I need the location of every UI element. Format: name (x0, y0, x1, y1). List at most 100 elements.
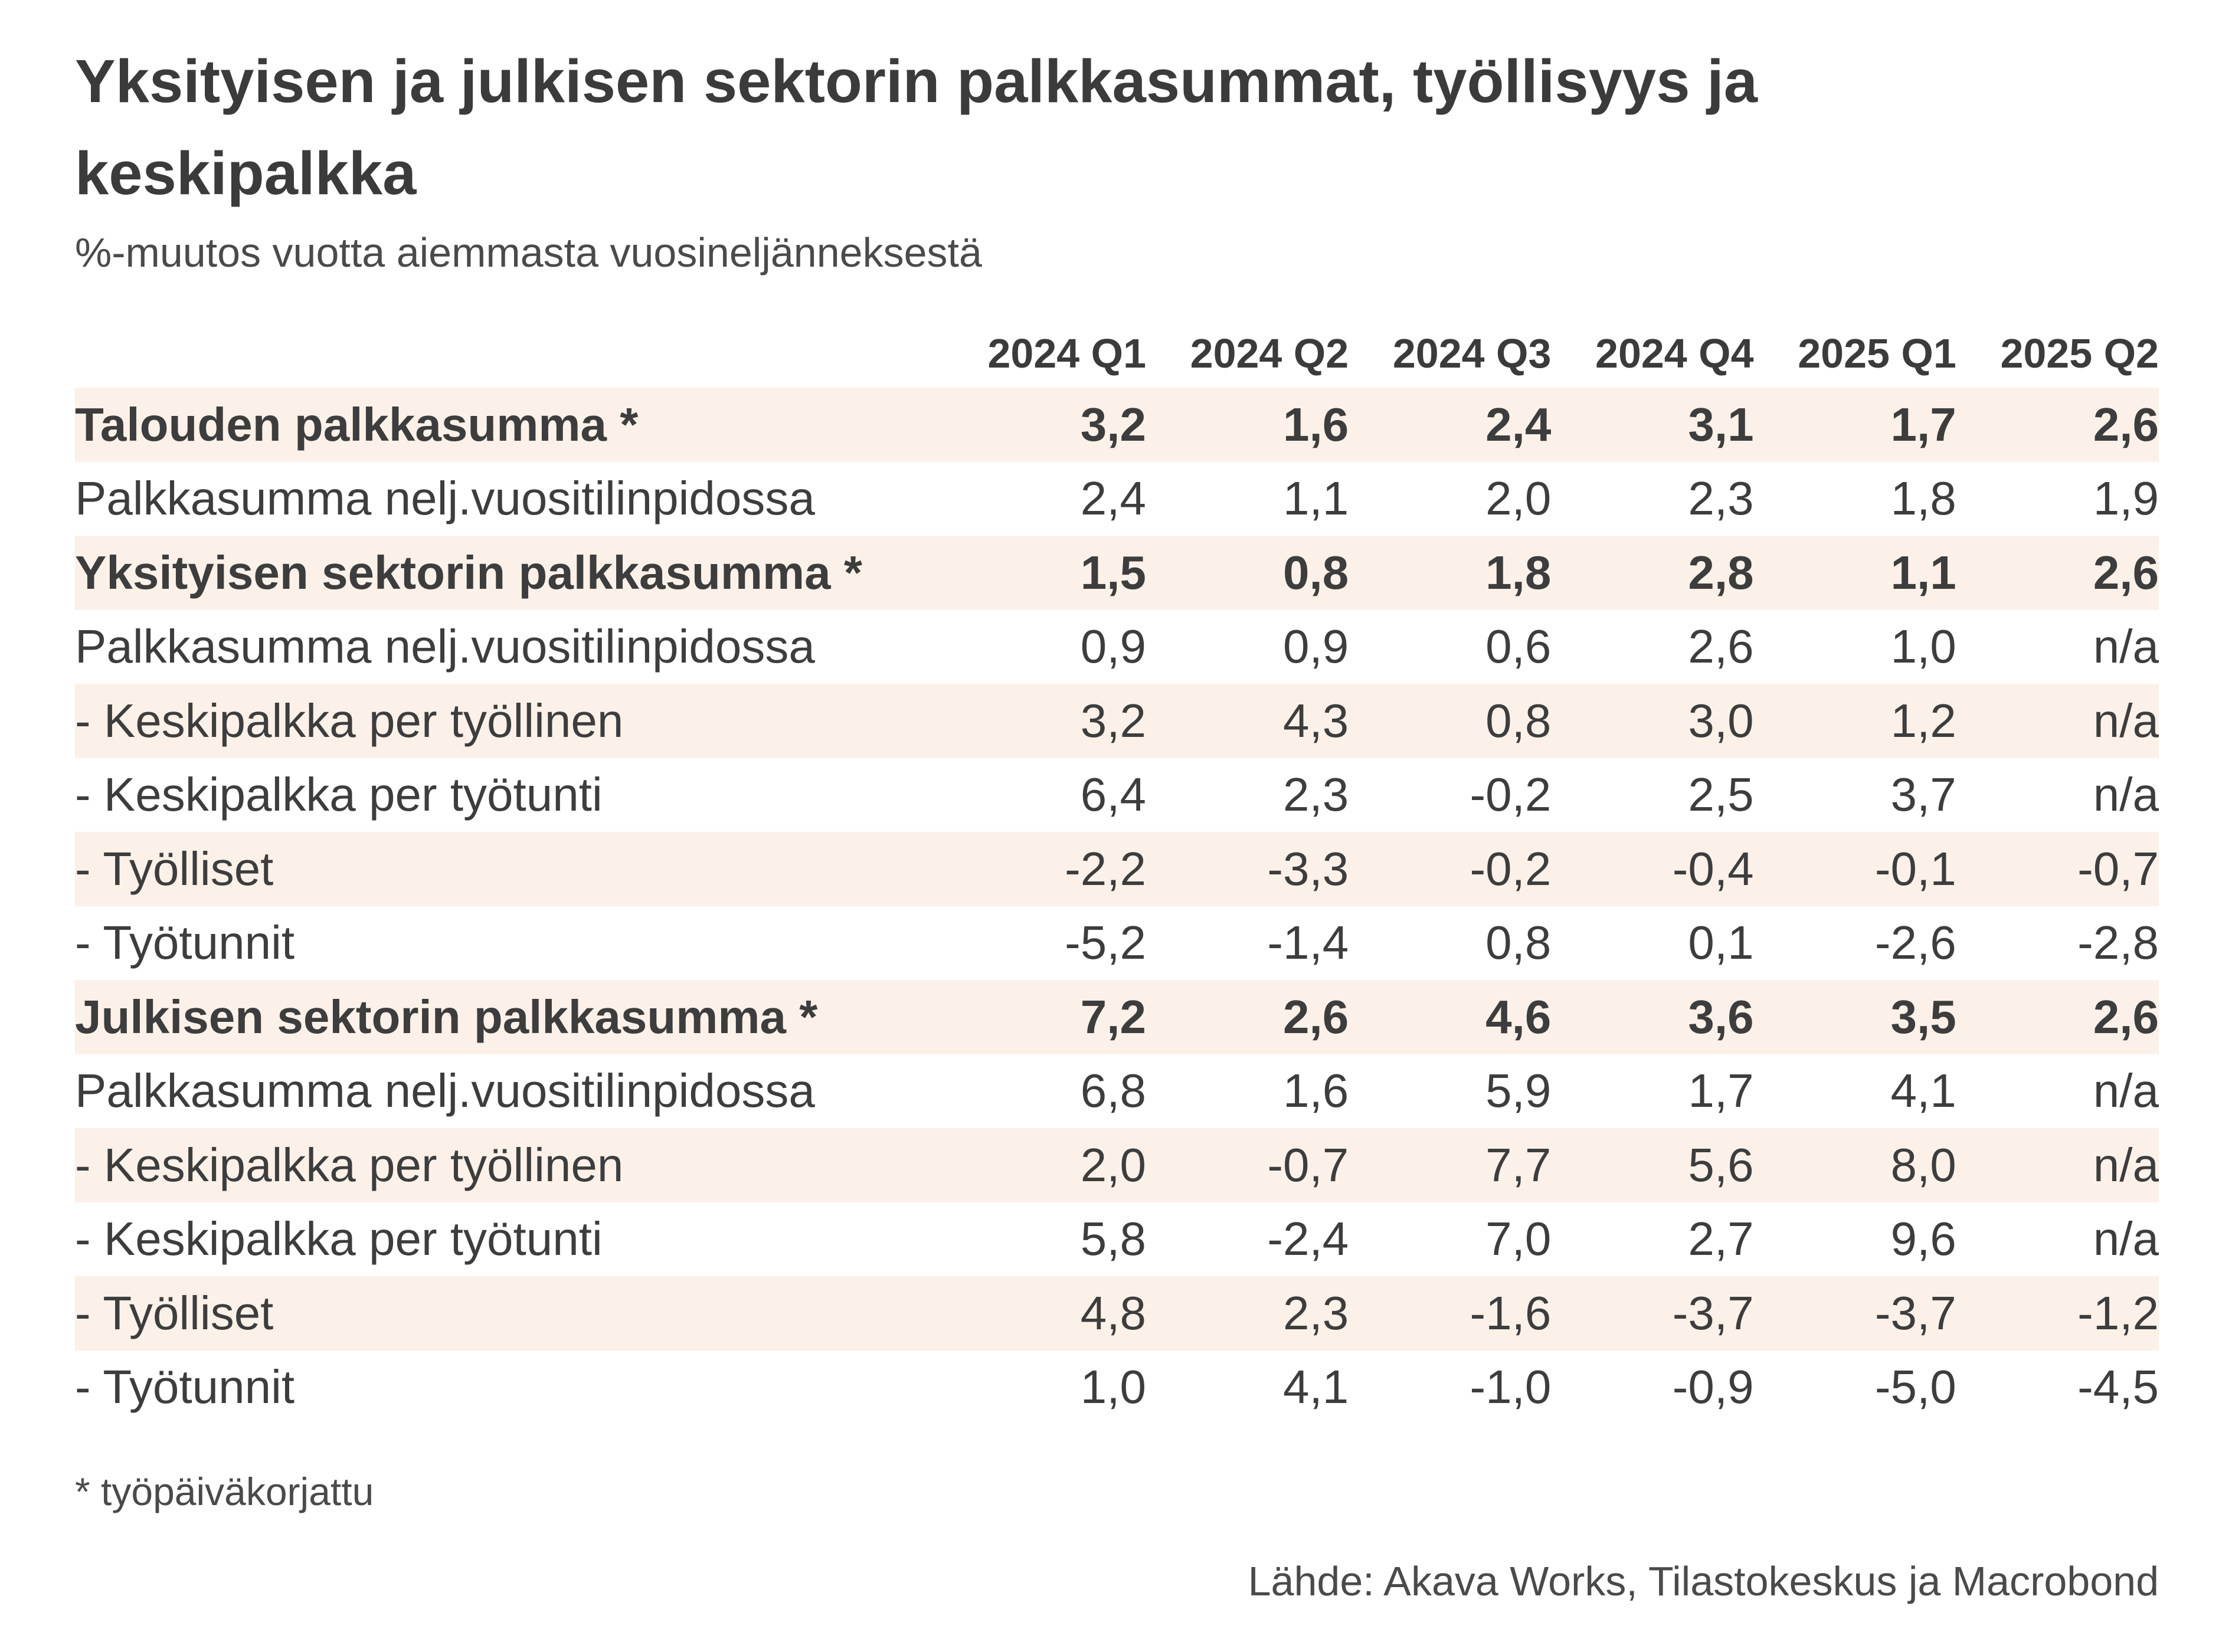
chart-subtitle: %-muutos vuotta aiemmasta vuosineljännek… (75, 230, 982, 276)
value-cell: 1,9 (2093, 472, 2159, 525)
value-cell: 4,3 (1146, 684, 1349, 758)
row-label: - Keskipalkka per työllinen (75, 1128, 944, 1202)
value-cell: 6,4 (1080, 768, 1147, 821)
value-cell: -2,6 (1874, 916, 1956, 969)
value-cell: -0,9 (1672, 1361, 1754, 1414)
value-cell: 2,6 (1956, 388, 2159, 462)
value-cell: 4,8 (943, 1276, 1147, 1351)
source-note: Lähde: Akava Works, Tilastokeskus ja Mac… (1248, 1558, 2159, 1604)
table-row: Talouden palkkasumma * 3,2 1,6 2,4 3,1 1,7 2,6 (75, 388, 2159, 462)
table-row: Yksityisen sektorin palkkasumma * 1,5 0,8 1… (75, 536, 2159, 610)
value-cell: 1,7 (1753, 388, 1956, 462)
value-cell: 3,2 (943, 388, 1147, 462)
table-row: Palkkasumma nelj.vuositilinpidossa 6,8 1,6… (75, 1054, 2159, 1129)
row-label: Yksityisen sektorin palkkasumma * (75, 536, 944, 610)
value-cell: 0,9 (1282, 620, 1349, 673)
value-cell: 1,8 (1890, 472, 1956, 525)
value-cell: 7,7 (1349, 1128, 1552, 1202)
value-cell: -3,7 (1551, 1276, 1754, 1351)
value-cell: 0,1 (1688, 916, 1754, 969)
header-label-cell (75, 319, 944, 388)
value-cell: -1,4 (1267, 916, 1349, 969)
row-label: - Keskipalkka per työtunti (75, 768, 603, 821)
value-cell: n/a (1956, 1128, 2159, 1202)
value-cell: 2,7 (1688, 1212, 1754, 1266)
value-cell: 2,8 (1551, 536, 1754, 610)
value-cell: n/a (2093, 768, 2159, 821)
row-label: Palkkasumma nelj.vuositilinpidossa (75, 620, 815, 673)
value-cell: 2,3 (1282, 768, 1349, 821)
value-cell: 1,8 (1349, 536, 1552, 610)
value-cell: -0,7 (1956, 832, 2159, 906)
value-cell: -2,2 (943, 832, 1147, 906)
value-cell: -5,2 (1065, 916, 1147, 969)
table-row: Julkisen sektorin palkkasumma * 7,2 2,6 4,6… (75, 980, 2159, 1054)
value-cell: 3,7 (1890, 768, 1956, 821)
value-cell: n/a (2093, 1212, 2159, 1266)
value-cell: 1,6 (1146, 388, 1349, 462)
row-label: - Työlliset (75, 1276, 944, 1351)
table-row: - Työlliset -2,2 -3,3 -0,2 -0,4 -0,1 -0,7 (75, 832, 2159, 906)
value-cell: 5,6 (1551, 1128, 1754, 1202)
value-cell: 8,0 (1753, 1128, 1956, 1202)
value-cell: -3,3 (1146, 832, 1349, 906)
value-cell: 1,6 (1282, 1064, 1349, 1117)
table-row: - Työtunnit -5,2 -1,4 0,8 0,1 -2,6 -2,8 (75, 906, 2159, 981)
row-label: - Keskipalkka per työtunti (75, 1212, 603, 1266)
value-cell: 1,1 (1753, 536, 1956, 610)
value-cell: 2,3 (1688, 472, 1754, 525)
table-row: - Työlliset 4,8 2,3 -1,6 -3,7 -3,7 -1,2 (75, 1276, 2159, 1351)
value-cell: 3,6 (1551, 980, 1754, 1054)
value-cell: 7,0 (1485, 1212, 1552, 1266)
value-cell: 1,5 (943, 536, 1147, 610)
value-cell: -2,8 (2077, 916, 2159, 969)
header-row: 2024 Q1 2024 Q2 2024 Q3 2024 Q4 2025 Q1 2025 … (75, 319, 2159, 388)
value-cell: -4,5 (2077, 1361, 2159, 1414)
value-cell: 4,1 (1282, 1361, 1349, 1414)
column-header: 2024 Q4 (1595, 330, 1754, 376)
column-header: 2025 Q1 (1798, 330, 1956, 376)
value-cell: 4,6 (1349, 980, 1552, 1054)
value-cell: 5,8 (1080, 1212, 1147, 1266)
value-cell: 2,3 (1146, 1276, 1349, 1351)
row-label: - Keskipalkka per työllinen (75, 684, 944, 758)
value-cell: 2,6 (1956, 536, 2159, 610)
row-label: - Työtunnit (75, 1361, 295, 1414)
value-cell: 7,2 (943, 980, 1147, 1054)
column-header: 2025 Q2 (2000, 330, 2159, 376)
value-cell: -0,2 (1349, 832, 1552, 906)
value-cell: 0,8 (1146, 536, 1349, 610)
value-cell: 3,1 (1551, 388, 1754, 462)
value-cell: n/a (2093, 620, 2159, 673)
table-row: Palkkasumma nelj.vuositilinpidossa 0,9 0,9… (75, 610, 2159, 684)
table-row: Palkkasumma nelj.vuositilinpidossa 2,4 1,1… (75, 462, 2159, 536)
column-header: 2024 Q2 (1190, 330, 1349, 376)
value-cell: -1,2 (1956, 1276, 2159, 1351)
table-row: - Keskipalkka per työtunti 6,4 2,3 -0,2 2,5 3… (75, 758, 2159, 832)
value-cell: 3,2 (943, 684, 1147, 758)
value-cell: n/a (1956, 684, 2159, 758)
footnote: * työpäiväkorjattu (75, 1470, 374, 1513)
value-cell: 2,0 (943, 1128, 1147, 1202)
value-cell: -1,6 (1349, 1276, 1552, 1351)
value-cell: 2,6 (1146, 980, 1349, 1054)
value-cell: 3,5 (1753, 980, 1956, 1054)
value-cell: 0,6 (1485, 620, 1552, 673)
value-cell: -5,0 (1874, 1361, 1956, 1414)
table-row: - Keskipalkka per työllinen 2,0 -0,7 7,7 5,6… (75, 1128, 2159, 1202)
table-body: Talouden palkkasumma * 3,2 1,6 2,4 3,1 1,7 2,6… (75, 388, 2159, 1424)
row-label: Talouden palkkasumma * (75, 388, 944, 462)
value-cell: 2,5 (1688, 768, 1754, 821)
value-cell: -0,4 (1551, 832, 1754, 906)
table-row: - Työtunnit 1,0 4,1 -1,0 -0,9 -5,0 -4,5 (75, 1351, 2159, 1425)
row-label: - Työtunnit (75, 916, 295, 969)
value-cell: -2,4 (1267, 1212, 1349, 1266)
value-cell: n/a (2093, 1064, 2159, 1117)
value-cell: 1,2 (1753, 684, 1956, 758)
value-cell: -0,1 (1753, 832, 1956, 906)
chart-title: Yksityisen ja julkisen sektorin palkkasu… (75, 47, 1758, 207)
value-cell: 2,6 (1688, 620, 1754, 673)
value-cell: 0,8 (1349, 684, 1552, 758)
value-cell: 2,0 (1485, 472, 1552, 525)
column-header: 2024 Q3 (1392, 330, 1552, 376)
